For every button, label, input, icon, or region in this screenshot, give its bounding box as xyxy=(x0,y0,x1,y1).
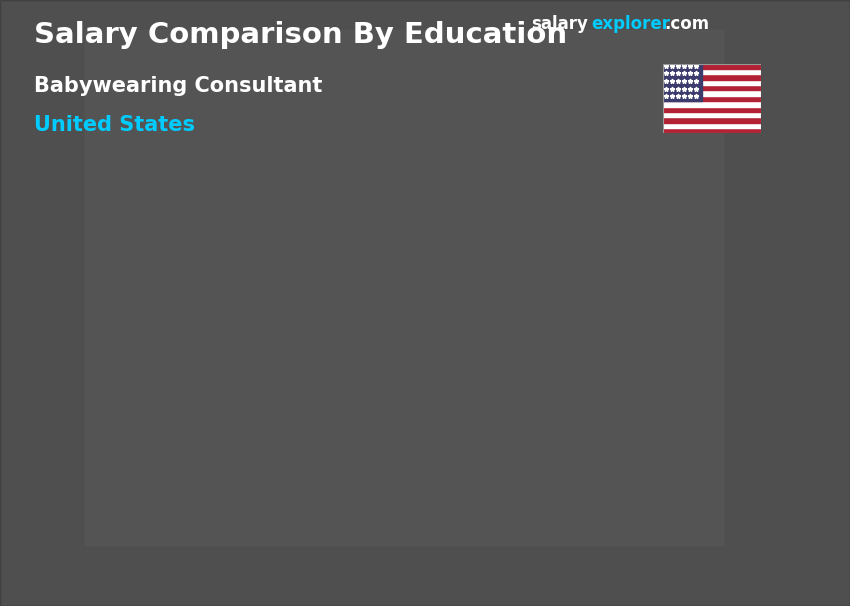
Bar xyxy=(663,107,761,112)
Polygon shape xyxy=(716,284,724,509)
Bar xyxy=(663,69,761,75)
Bar xyxy=(663,90,761,96)
Bar xyxy=(663,101,761,107)
Bar xyxy=(663,85,761,90)
FancyBboxPatch shape xyxy=(637,285,716,509)
FancyBboxPatch shape xyxy=(285,384,364,509)
Polygon shape xyxy=(364,384,372,509)
Text: 60,100 USD: 60,100 USD xyxy=(404,308,500,323)
Text: +23%: +23% xyxy=(536,206,613,230)
Text: .com: .com xyxy=(665,15,710,33)
Polygon shape xyxy=(461,326,548,327)
Bar xyxy=(663,117,761,122)
Bar xyxy=(663,80,761,85)
Text: +16%: +16% xyxy=(184,288,261,313)
Polygon shape xyxy=(540,326,548,509)
Text: Babywearing Consultant: Babywearing Consultant xyxy=(34,76,322,96)
Text: Salary Comparison By Education: Salary Comparison By Education xyxy=(34,21,567,49)
Bar xyxy=(663,96,761,101)
Text: Average Yearly Salary: Average Yearly Salary xyxy=(817,305,830,435)
Text: 35,600 USD: 35,600 USD xyxy=(52,382,148,397)
Text: explorer: explorer xyxy=(591,15,670,33)
FancyBboxPatch shape xyxy=(109,401,188,509)
Bar xyxy=(663,64,761,69)
Bar xyxy=(85,30,722,545)
Text: +46%: +46% xyxy=(364,204,440,227)
Bar xyxy=(663,128,761,133)
Bar xyxy=(663,75,761,80)
Text: salary: salary xyxy=(531,15,588,33)
Polygon shape xyxy=(188,401,196,509)
Polygon shape xyxy=(637,284,724,285)
Bar xyxy=(663,122,761,128)
Text: United States: United States xyxy=(34,115,195,135)
Text: 41,200 USD: 41,200 USD xyxy=(228,365,324,380)
Bar xyxy=(663,64,702,101)
Bar xyxy=(663,112,761,117)
Text: 74,000 USD: 74,000 USD xyxy=(580,265,676,281)
FancyBboxPatch shape xyxy=(461,327,540,509)
